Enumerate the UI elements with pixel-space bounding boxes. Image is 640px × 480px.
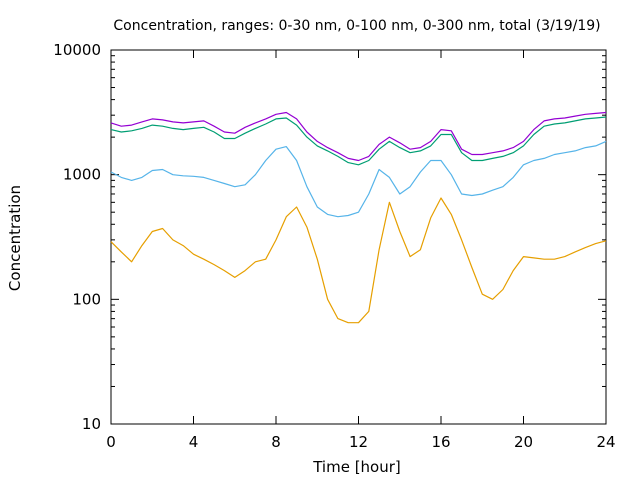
x-tick-label: 8 <box>271 433 281 451</box>
series-line-3 <box>110 116 607 166</box>
y-tick-label: 10000 <box>53 41 101 59</box>
y-axis: 10 100 1000 10000 <box>53 41 606 433</box>
y-tick-label: 100 <box>72 290 101 308</box>
x-tick-label: 4 <box>189 433 199 451</box>
x-tick-label: 0 <box>106 433 116 451</box>
series-line-1 <box>110 197 607 324</box>
x-axis-label: Time [hour] <box>312 458 401 476</box>
x-tick-label: 24 <box>596 433 615 451</box>
chart-title: Concentration, ranges: 0-30 nm, 0-100 nm… <box>113 18 600 34</box>
y-axis-label: Concentration <box>6 185 24 291</box>
x-tick-label: 12 <box>349 433 368 451</box>
x-tick-label: 20 <box>514 433 533 451</box>
series-line-4 <box>110 111 607 162</box>
x-tick-label: 16 <box>431 433 450 451</box>
series-lines <box>110 111 607 324</box>
y-tick-label: 10 <box>82 415 101 433</box>
x-axis: 0 4 8 12 16 20 24 <box>106 50 616 451</box>
y-tick-label: 1000 <box>63 166 101 184</box>
series-line-2 <box>110 140 607 218</box>
plot-frame <box>110 49 607 425</box>
